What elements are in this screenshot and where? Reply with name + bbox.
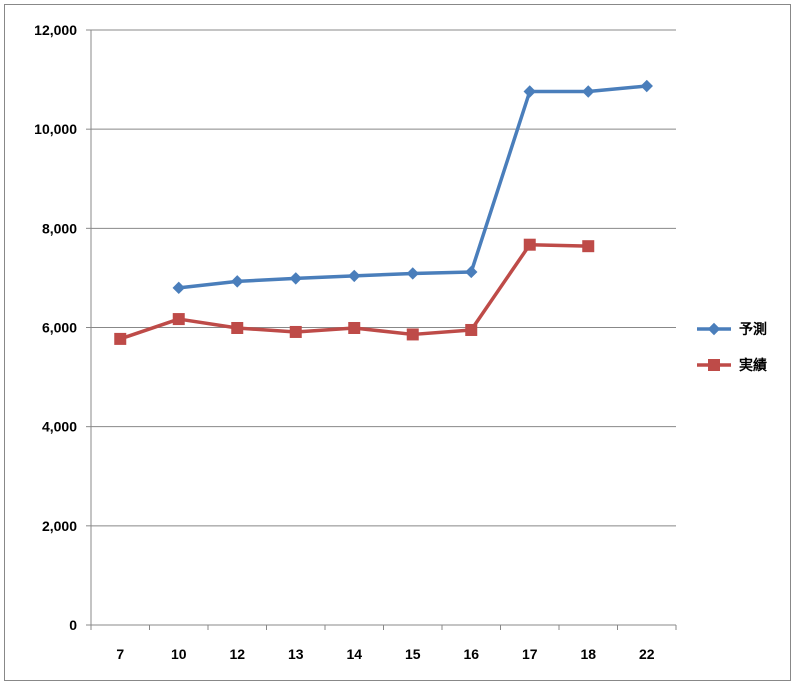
data-point xyxy=(582,240,595,253)
data-point xyxy=(465,265,478,279)
x-tick-label: 7 xyxy=(116,646,124,662)
data-point xyxy=(289,325,302,338)
data-point xyxy=(348,321,361,334)
x-tick-label: 16 xyxy=(463,646,479,662)
data-point xyxy=(172,313,185,326)
series-0 xyxy=(172,79,653,295)
x-tick-labels: 7 10 12 13 14 15 16 17 18 22 xyxy=(116,646,654,662)
data-point xyxy=(640,79,653,93)
y-tick-label: 12,000 xyxy=(34,22,77,38)
data-point xyxy=(406,328,419,341)
gridlines xyxy=(91,29,676,527)
y-tick-label: 10,000 xyxy=(34,121,77,137)
series-group xyxy=(114,79,653,345)
data-point xyxy=(172,281,185,295)
legend-label: 予測 xyxy=(739,321,767,338)
data-point xyxy=(114,332,127,345)
legend-entry: 予測 xyxy=(697,321,767,338)
legend-marker xyxy=(707,322,721,336)
y-tick-label: 6,000 xyxy=(42,320,77,336)
x-tick-label: 13 xyxy=(288,646,304,662)
data-point xyxy=(348,269,361,283)
x-tick-label: 22 xyxy=(639,646,655,662)
x-tick-label: 14 xyxy=(346,646,362,662)
data-point xyxy=(231,275,244,288)
data-point xyxy=(406,267,419,280)
x-tick-label: 12 xyxy=(229,646,245,662)
x-tick-label: 15 xyxy=(405,646,421,662)
data-point xyxy=(231,321,244,334)
axes xyxy=(86,29,677,630)
legend-label: 実績 xyxy=(739,357,767,374)
y-tick-labels: 0 2,000 4,000 6,000 8,000 10,000 12,000 xyxy=(34,22,77,633)
x-tick-label: 18 xyxy=(580,646,596,662)
series-line xyxy=(178,84,647,290)
y-tick-label: 2,000 xyxy=(42,518,77,534)
data-point xyxy=(289,272,302,285)
data-point xyxy=(523,85,536,98)
data-point xyxy=(582,85,595,98)
y-tick-label: 8,000 xyxy=(42,220,77,236)
x-tick-label: 17 xyxy=(522,646,538,662)
chart-frame xyxy=(4,4,791,681)
data-point xyxy=(523,238,536,251)
series-1 xyxy=(114,238,595,345)
y-tick-label: 4,000 xyxy=(42,419,77,435)
data-point xyxy=(465,323,478,336)
legend-entry: 実績 xyxy=(697,357,767,374)
x-tick-label: 10 xyxy=(171,646,187,662)
y-tick-label: 0 xyxy=(69,617,77,633)
legend-marker xyxy=(708,359,720,371)
